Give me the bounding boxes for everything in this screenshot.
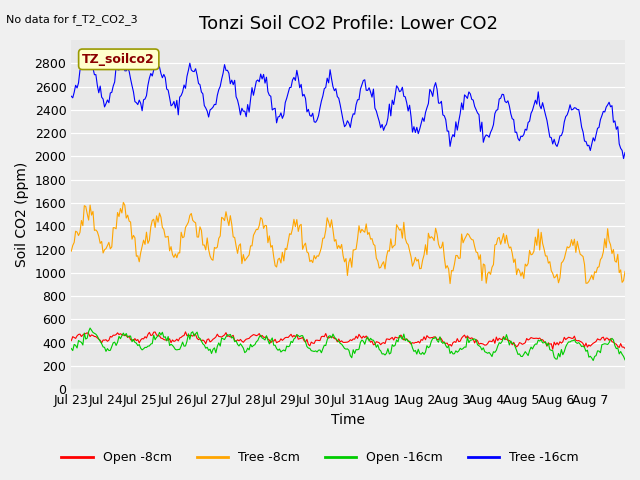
Y-axis label: Soil CO2 (ppm): Soil CO2 (ppm) <box>15 162 29 267</box>
Text: No data for f_T2_CO2_3: No data for f_T2_CO2_3 <box>6 14 138 25</box>
Legend: Open -8cm, Tree -8cm, Open -16cm, Tree -16cm: Open -8cm, Tree -8cm, Open -16cm, Tree -… <box>56 446 584 469</box>
Text: TZ_soilco2: TZ_soilco2 <box>83 53 155 66</box>
X-axis label: Time: Time <box>331 413 365 427</box>
Title: Tonzi Soil CO2 Profile: Lower CO2: Tonzi Soil CO2 Profile: Lower CO2 <box>198 15 498 33</box>
